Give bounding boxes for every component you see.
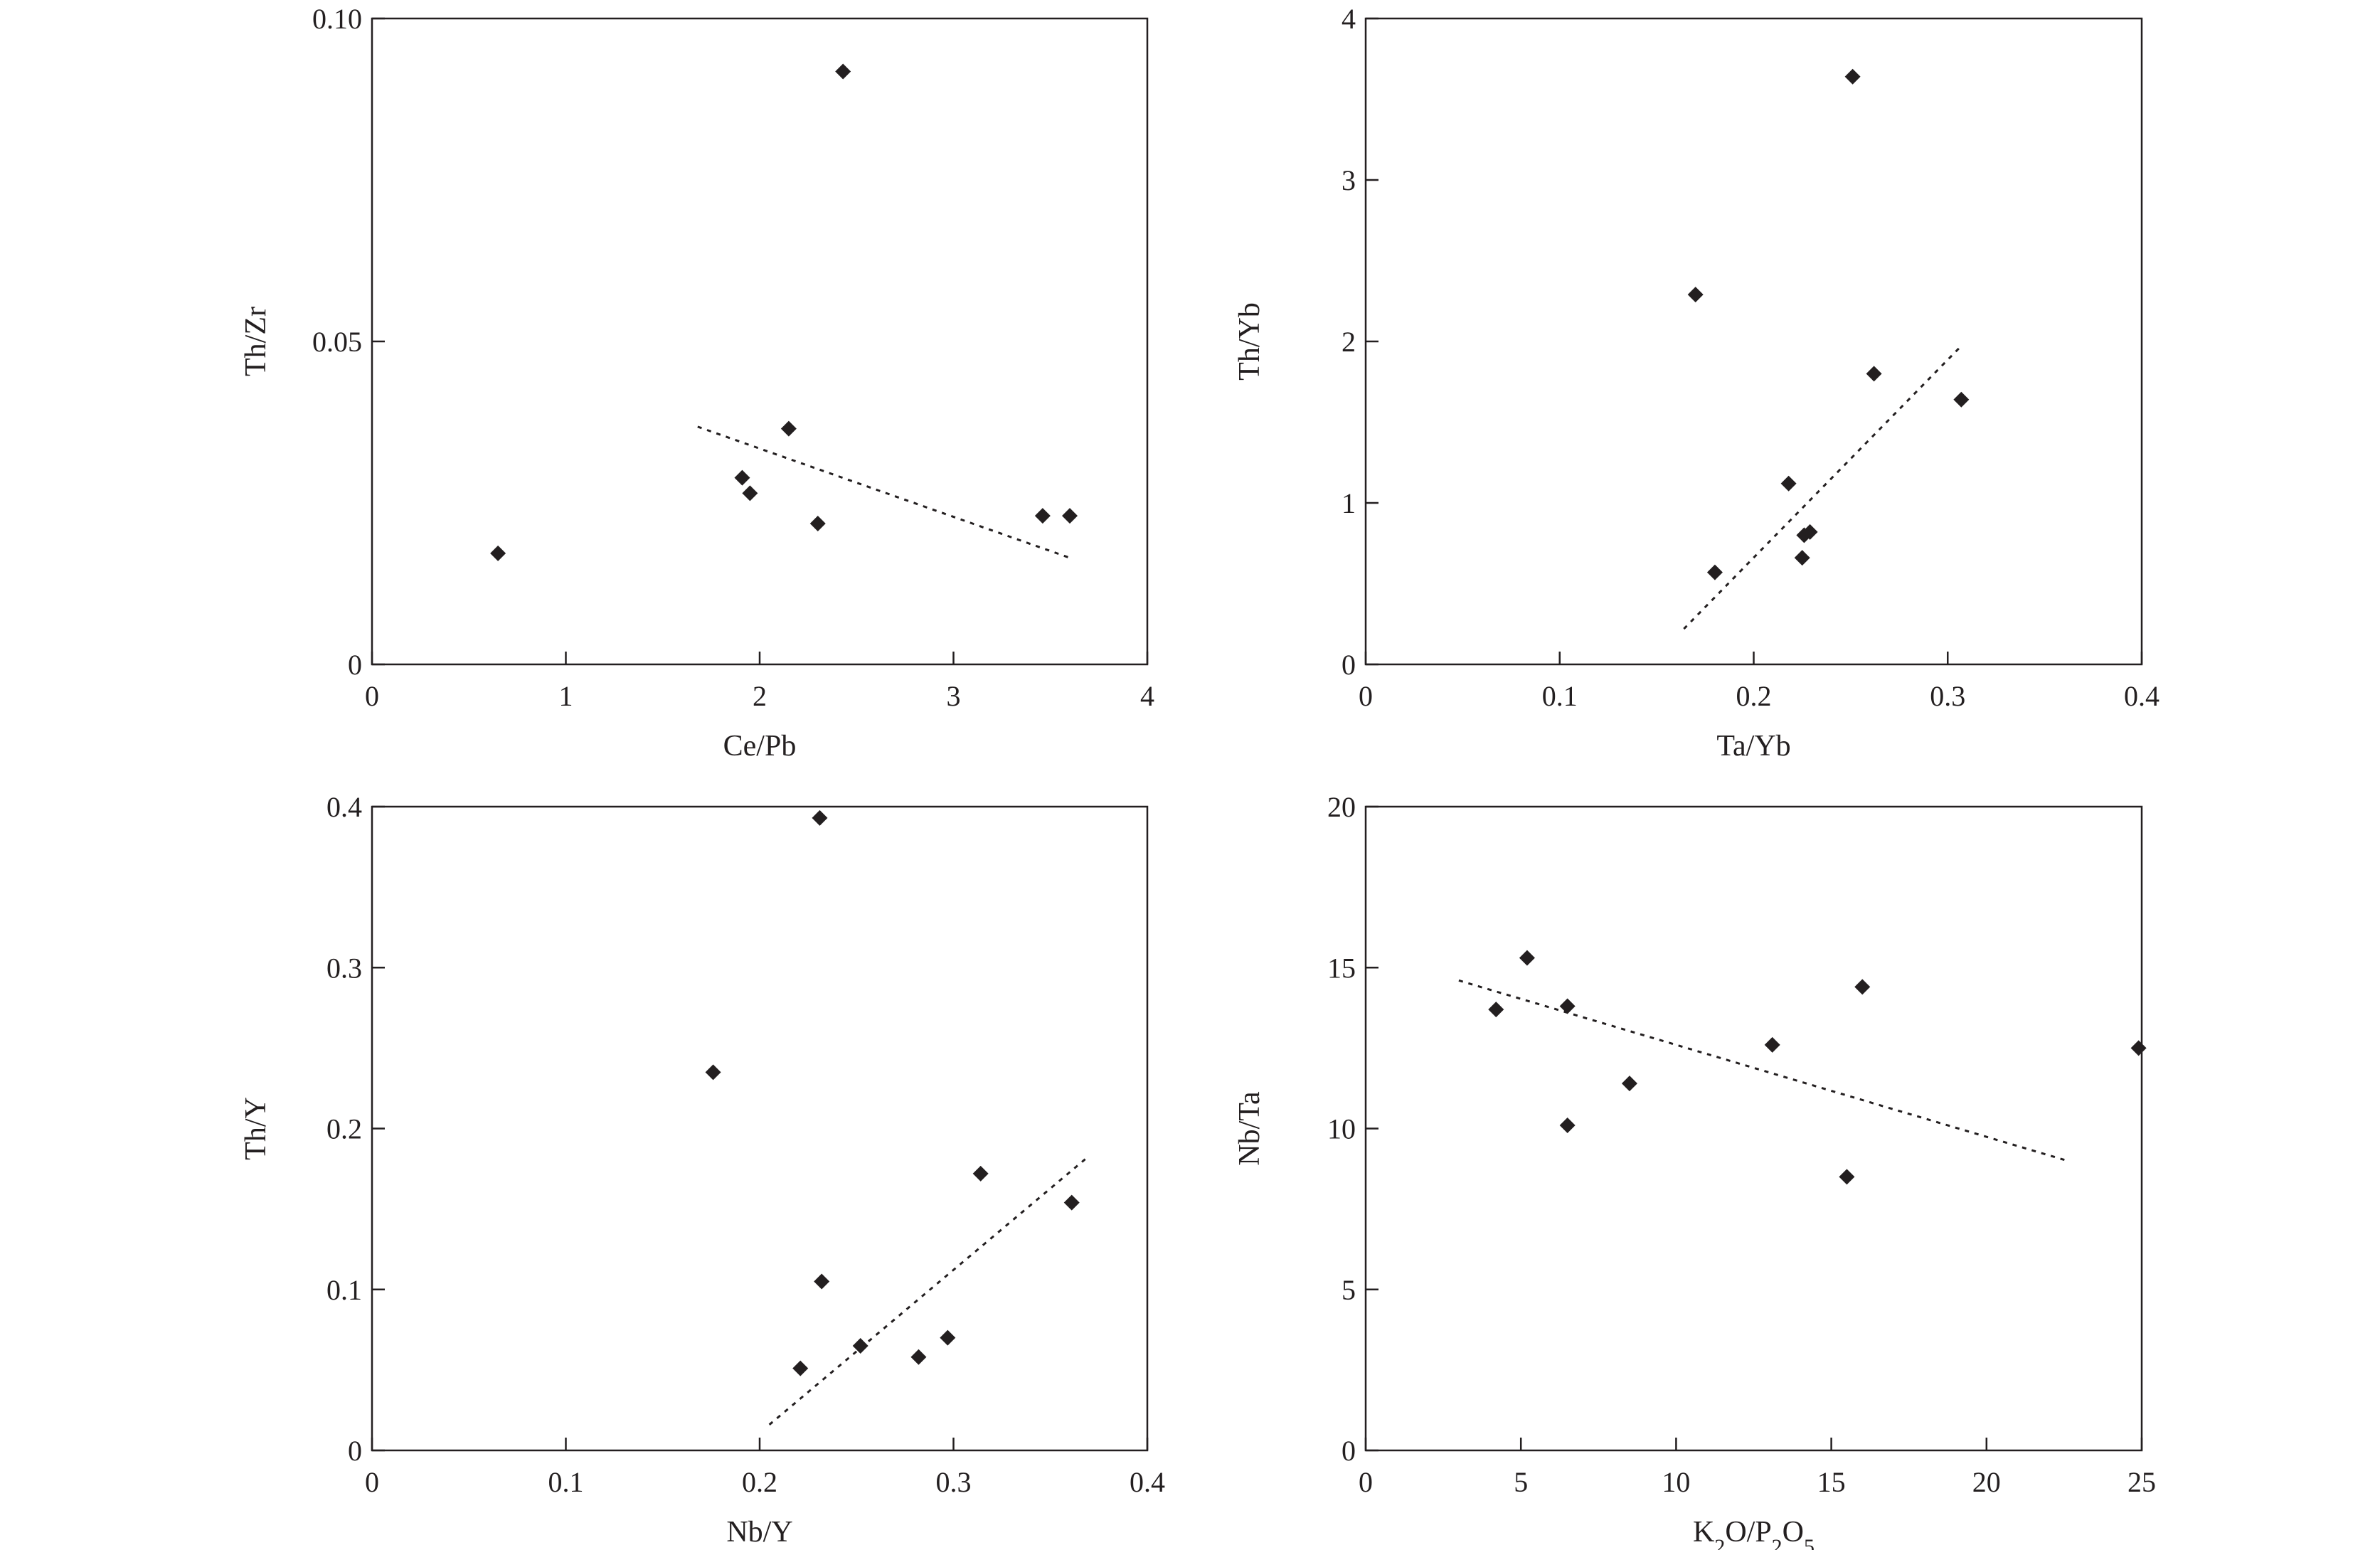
x-tick-label: 0.2 [742, 1466, 777, 1498]
y-tick-label: 0 [348, 1435, 362, 1467]
y-tick-label: 5 [1342, 1274, 1356, 1306]
y-tick-label: 0.3 [326, 952, 362, 984]
data-point [2130, 1040, 2147, 1056]
data-point [1854, 979, 1871, 995]
data-point [1802, 524, 1818, 540]
y-tick-label: 20 [1327, 791, 1356, 823]
x-tick-label: 5 [1514, 1466, 1528, 1498]
data-point [812, 809, 828, 826]
y-tick-label: 15 [1327, 952, 1356, 984]
data-point [1034, 508, 1051, 524]
data-point [1062, 508, 1078, 524]
x-tick-label: 0 [365, 680, 379, 712]
y-axis-label-th-yb: Th/Yb [1233, 302, 1266, 381]
data-point [780, 420, 797, 437]
panel-th-y-vs-nb-y: 0 0.1 0.2 0.3 0.4 0 0.1 0.2 0.3 0.4 Nb/Y Th/Y [240, 791, 1165, 1549]
data-point [809, 516, 826, 532]
data-point [1559, 998, 1576, 1014]
plot-frame [371, 805, 1149, 1452]
y-tick-label: 0 [1342, 649, 1356, 681]
x-axis-label-ce-pb: Ce/Pb [723, 730, 797, 763]
y-tick-label: 1 [1342, 487, 1356, 519]
x-tick-label: 10 [1662, 1466, 1690, 1498]
data-point [1687, 287, 1704, 303]
y-tick-label: 0 [1342, 1435, 1356, 1467]
data-point [1519, 950, 1535, 966]
x-tick-label: 0 [1359, 1466, 1373, 1498]
data-point [972, 1165, 989, 1182]
x-tick-label: 0 [365, 1466, 379, 1498]
data-point [940, 1329, 956, 1346]
data-point [1794, 550, 1810, 566]
data-point [1866, 366, 1882, 382]
x-tick-label: 0.1 [548, 1466, 584, 1498]
x-axis-label-ta-yb: Ta/Yb [1716, 730, 1790, 763]
x-tick-label: 1 [559, 680, 573, 712]
data-point [490, 545, 506, 561]
data-point [1764, 1036, 1780, 1053]
y-tick-label: 4 [1342, 3, 1356, 35]
x-tick-label: 4 [1140, 680, 1154, 712]
data-point [1780, 475, 1797, 492]
x-tick-label: 25 [2127, 1466, 2156, 1498]
y-tick-label: 0.1 [326, 1274, 362, 1306]
data-point [1621, 1076, 1637, 1092]
y-axis-label-nb-ta: Nb/Ta [1233, 1091, 1266, 1166]
data-point [835, 63, 851, 80]
y-axis-label-th-y: Th/Y [240, 1097, 272, 1160]
y-tick-label: 2 [1342, 326, 1356, 358]
y-tick-label: 0.4 [326, 791, 362, 823]
data-point [742, 485, 758, 501]
plot-frame [371, 17, 1149, 666]
x-tick-label: 3 [947, 680, 961, 712]
y-tick-label: 0.2 [326, 1113, 362, 1145]
data-point [705, 1064, 721, 1081]
plot-frame [1364, 805, 2143, 1452]
data-point [1063, 1194, 1080, 1211]
x-tick-label: 15 [1817, 1466, 1846, 1498]
plot-frame [1364, 17, 2143, 666]
x-axis-label-nb-y: Nb/Y [726, 1516, 792, 1549]
trend-line [697, 425, 1071, 559]
data-point [1953, 391, 1970, 408]
data-point [734, 469, 750, 486]
x-tick-label: 0.4 [1130, 1466, 1165, 1498]
trend-line [1458, 979, 2068, 1162]
trend-line [768, 1158, 1086, 1426]
x-tick-label: 0.3 [936, 1466, 972, 1498]
x-tick-label: 0 [1359, 680, 1373, 712]
data-point [1839, 1169, 1855, 1185]
y-tick-label: 0 [348, 649, 362, 681]
y-tick-label: 3 [1342, 164, 1356, 196]
panel-nb-ta-vs-k2o-p2o5: 0 5 10 15 20 25 0 5 10 15 20 K2O/P2O5 Nb/Ta [1233, 791, 2156, 1550]
data-point [792, 1360, 809, 1376]
x-tick-label: 0.3 [1930, 680, 1965, 712]
trend-line [1683, 347, 1960, 630]
y-tick-label: 0.05 [312, 326, 362, 358]
x-tick-label: 0.2 [1736, 680, 1772, 712]
data-point [910, 1349, 927, 1365]
y-tick-label: 10 [1327, 1113, 1356, 1145]
y-axis-label-th-zr: Th/Zr [240, 307, 272, 376]
panel-th-zr-vs-ce-pb: 0 1 2 3 4 0 0.05 0.10 Ce/Pb Th/Zr [240, 3, 1154, 763]
x-tick-label: 2 [753, 680, 767, 712]
data-point [1844, 68, 1861, 85]
y-tick-label: 0.10 [312, 3, 362, 35]
data-point [1706, 564, 1723, 580]
x-tick-label: 20 [1972, 1466, 2001, 1498]
x-axis-label-k2o-p2o5: K2O/P2O5 [1693, 1516, 1815, 1550]
data-point [1488, 1002, 1504, 1018]
data-point [814, 1273, 830, 1290]
x-tick-label: 0.1 [1542, 680, 1578, 712]
panel-th-yb-vs-ta-yb: 0 0.1 0.2 0.3 0.4 0 1 2 3 4 Ta/Yb Th/Yb [1233, 3, 2159, 763]
data-point [852, 1337, 868, 1354]
data-point [1559, 1117, 1576, 1133]
x-tick-label: 0.4 [2124, 680, 2159, 712]
